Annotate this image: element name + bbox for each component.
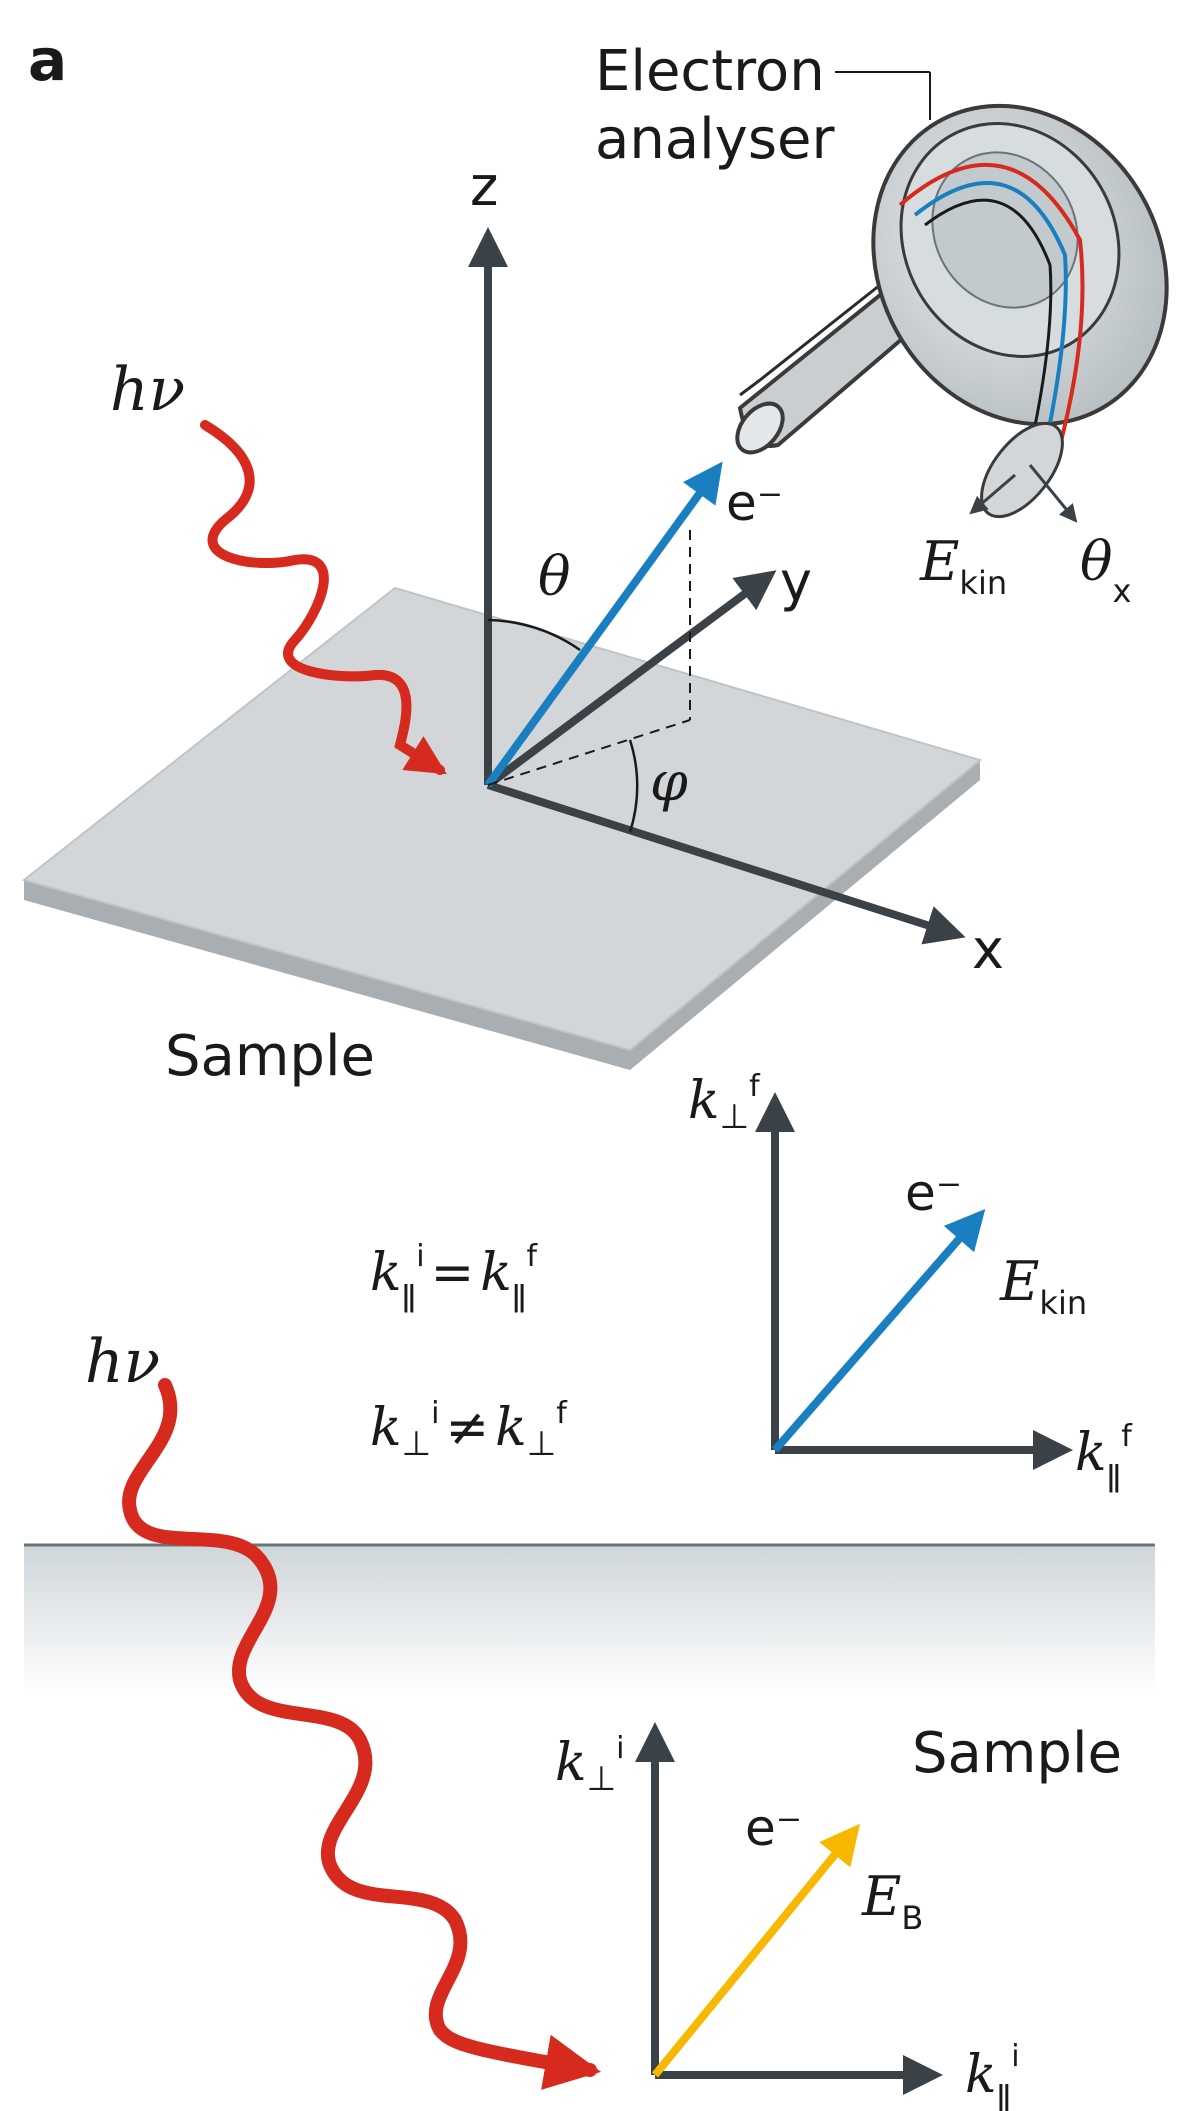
theta-label: θ [538,545,571,608]
phi-arc [628,739,639,833]
x-axis [486,781,966,945]
electron-label-top: e⁻ [726,474,783,532]
energy-kin-label: Ekin [999,1250,1087,1322]
electron-label-in: e⁻ [745,1799,802,1857]
electron-vector-out [771,1208,986,1453]
z-axis-label: z [470,155,498,218]
photon-label-top: hν [110,355,185,425]
analyser-label-line2: analyser [595,107,835,172]
theta-arc [487,618,581,652]
equation-parallel: kǁi = kǁf [370,1239,538,1314]
phi-label: φ [650,750,688,813]
electron-analyser [735,103,1169,523]
analyser-energy-label: Ekin [919,530,1007,602]
k-par-i-label: kǁi [965,2039,1020,2111]
sample-label-bottom: Sample [912,1721,1122,1786]
panel-label: a [28,26,67,94]
electron-trajectory [484,461,723,788]
photon-label-bottom: hν [85,1327,160,1397]
analyser-angle-label: θx [1080,530,1131,610]
equation-perpendicular: k⊥i ≠ k⊥f [370,1396,568,1464]
sample-plate [21,586,983,1070]
k-par-f-label: kǁf [1075,1419,1133,1494]
k-perp-i-label: k⊥i [555,1731,624,1799]
y-axis-label: y [780,550,812,613]
projection-horizontal [487,719,691,786]
analyser-label-line1: Electron [595,39,825,104]
photon-top [200,420,447,775]
electron-label-out: e⁻ [905,1164,962,1222]
energy-b-label: EB [861,1865,923,1937]
sample-bulk [24,1545,1155,1695]
x-axis-label: x [972,918,1004,981]
photon-bottom [122,1378,602,2090]
k-perp-f-label: k⊥f [688,1069,761,1137]
electron-vector-in [651,1823,861,2078]
sample-label-top: Sample [165,1024,375,1089]
y-axis [485,570,777,789]
